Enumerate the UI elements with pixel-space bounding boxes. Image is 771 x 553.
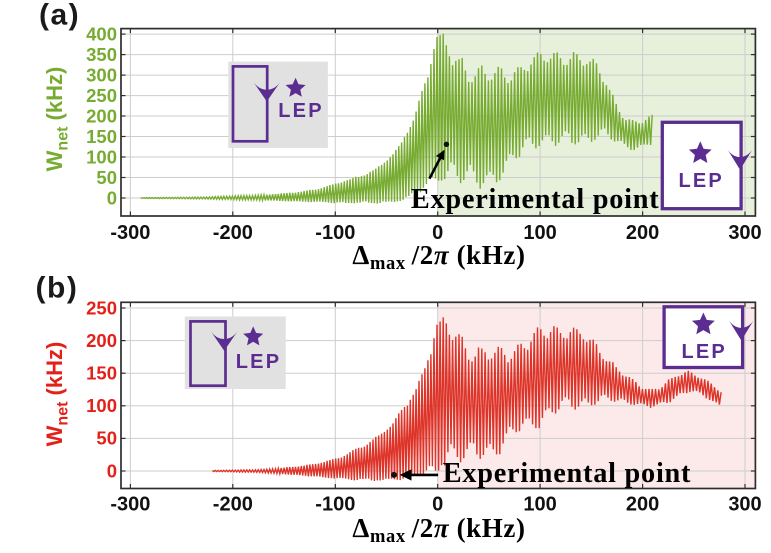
svg-text:400: 400 (86, 23, 117, 44)
svg-text:100: 100 (523, 222, 556, 244)
svg-text:Wnet (kHz): Wnet (kHz) (42, 67, 72, 172)
svg-text:250: 250 (86, 85, 117, 106)
svg-text:LEP: LEP (681, 341, 727, 363)
svg-text:0: 0 (107, 460, 117, 481)
svg-text:(b): (b) (36, 272, 79, 305)
svg-text:LEP: LEP (678, 170, 724, 192)
svg-text:-100: -100 (315, 222, 355, 244)
svg-text:100: 100 (86, 146, 117, 167)
svg-text:100: 100 (86, 395, 117, 416)
svg-text:-200: -200 (213, 222, 253, 244)
svg-text:Δmax /2π (kHz): Δmax /2π (kHz) (352, 240, 525, 274)
svg-text:Experimental point: Experimental point (411, 184, 660, 215)
svg-text:50: 50 (96, 167, 117, 188)
svg-text:200: 200 (86, 105, 117, 126)
svg-text:250: 250 (86, 297, 117, 318)
svg-text:350: 350 (86, 44, 117, 65)
svg-text:LEP: LEP (236, 351, 282, 373)
svg-text:LEP: LEP (278, 100, 324, 122)
svg-text:150: 150 (86, 126, 117, 147)
svg-text:Wnet (kHz): Wnet (kHz) (42, 342, 72, 447)
svg-text:-300: -300 (110, 222, 150, 244)
svg-text:-200: -200 (213, 494, 253, 516)
svg-text:-300: -300 (110, 494, 150, 516)
svg-text:300: 300 (728, 222, 761, 244)
svg-text:0: 0 (432, 222, 443, 244)
svg-text:(a): (a) (39, 0, 80, 32)
svg-text:100: 100 (523, 494, 556, 516)
svg-text:50: 50 (96, 428, 117, 449)
svg-text:300: 300 (86, 64, 117, 85)
svg-text:200: 200 (626, 494, 659, 516)
svg-text:300: 300 (728, 494, 761, 516)
svg-text:Experimental point: Experimental point (443, 458, 692, 489)
svg-text:0: 0 (432, 494, 443, 516)
svg-text:200: 200 (626, 222, 659, 244)
svg-text:-100: -100 (315, 494, 355, 516)
svg-text:150: 150 (86, 363, 117, 384)
svg-text:200: 200 (86, 330, 117, 351)
svg-text:0: 0 (107, 187, 117, 208)
svg-text:Δmax /2π (kHz): Δmax /2π (kHz) (352, 513, 525, 547)
